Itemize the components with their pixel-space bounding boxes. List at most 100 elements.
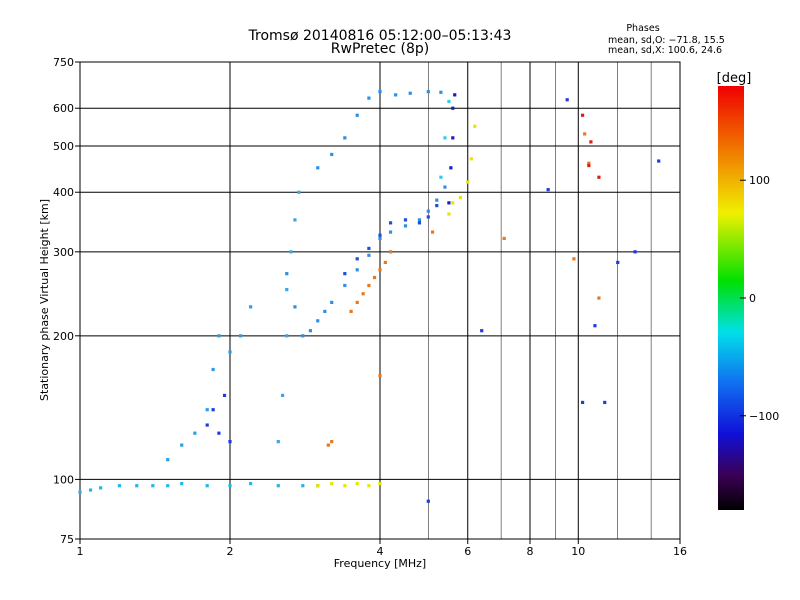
data-point [473,124,477,128]
data-point [88,488,93,492]
data-point [180,481,184,486]
data-point [587,161,591,165]
data-point [301,334,305,338]
colorbar-tick-label: 100 [749,174,770,187]
data-point [502,236,506,241]
data-point [583,132,587,136]
data-point [330,300,334,305]
data-point [453,93,457,97]
data-point [593,324,597,328]
data-point [289,250,293,254]
data-point [285,287,289,292]
chart-title: Tromsø 20140816 05:12:00–05:13:43 [248,28,512,44]
data-point [580,113,585,117]
data-point [367,484,371,488]
data-point [249,481,253,486]
chart-subtitle: RwPretec (8p) [331,41,429,57]
data-point [447,212,451,216]
data-point [326,443,330,447]
data-point [330,481,334,486]
data-point [378,268,382,272]
data-point [367,283,371,288]
data-point [276,440,280,444]
data-point [633,250,637,254]
x-tick-label: 2 [227,545,234,558]
data-point [451,106,455,110]
data-point [372,275,377,280]
data-point [447,99,451,104]
x-tick-label: 10 [571,545,585,558]
data-point [297,190,301,194]
data-point [343,283,347,288]
x-tick-label: 6 [464,545,471,558]
data-point [280,393,285,398]
data-point [343,136,347,140]
data-point [417,218,422,222]
data-point [285,272,289,276]
data-point [480,329,484,333]
data-point [597,296,601,300]
y-tick-label: 750 [53,56,74,69]
data-point [367,246,371,250]
data-point [228,484,232,488]
data-point [435,203,439,208]
stats-x: mean, sd,X: 100.6, 24.6 [608,45,722,56]
data-point [589,140,593,144]
data-point [205,484,209,488]
data-point [166,484,170,488]
data-point [217,334,221,338]
data-point [355,481,359,486]
data-point [355,268,359,272]
data-points [78,90,661,503]
data-point [316,166,320,170]
y-tick-label: 200 [53,330,74,343]
data-point [285,334,289,338]
stats-o: mean, sd,O: −71.8, 15.5 [608,35,725,46]
data-point [443,185,447,189]
y-tick-label: 400 [53,186,74,199]
data-point [378,481,382,486]
data-point [597,175,601,179]
y-tick-label: 600 [53,102,74,115]
stats-heading: Phases [626,23,659,34]
data-point [435,198,439,202]
data-point [343,484,347,488]
x-tick-label: 1 [77,545,84,558]
data-point [330,152,334,157]
data-point [565,98,569,102]
data-point [276,484,280,488]
data-point [587,163,591,168]
data-point [211,367,215,372]
data-point [378,374,382,378]
data-point [135,484,139,488]
data-point [355,257,359,261]
data-point [417,221,422,225]
data-point [330,440,334,444]
data-point [367,253,371,257]
data-point [293,218,297,222]
x-tick-label: 8 [527,545,534,558]
x-tick-label: 16 [673,545,687,558]
data-point [388,250,393,254]
data-point [367,96,371,100]
data-point [228,440,232,444]
data-point [449,166,453,170]
data-point [466,180,470,184]
colorbar [718,86,744,510]
data-point [657,159,661,163]
data-point [447,201,451,205]
data-point [238,334,243,338]
x-tick-label: 4 [377,545,384,558]
data-point [349,309,353,314]
data-point [316,319,320,323]
y-tick-label: 75 [60,533,74,546]
colorbar-ticks: 100 0 −100 [740,174,779,423]
data-point [546,188,550,192]
data-point [205,408,209,412]
data-point [217,431,221,435]
y-tick-label: 300 [53,246,74,259]
data-point [301,484,305,488]
data-point [180,443,184,447]
data-point [249,305,253,309]
